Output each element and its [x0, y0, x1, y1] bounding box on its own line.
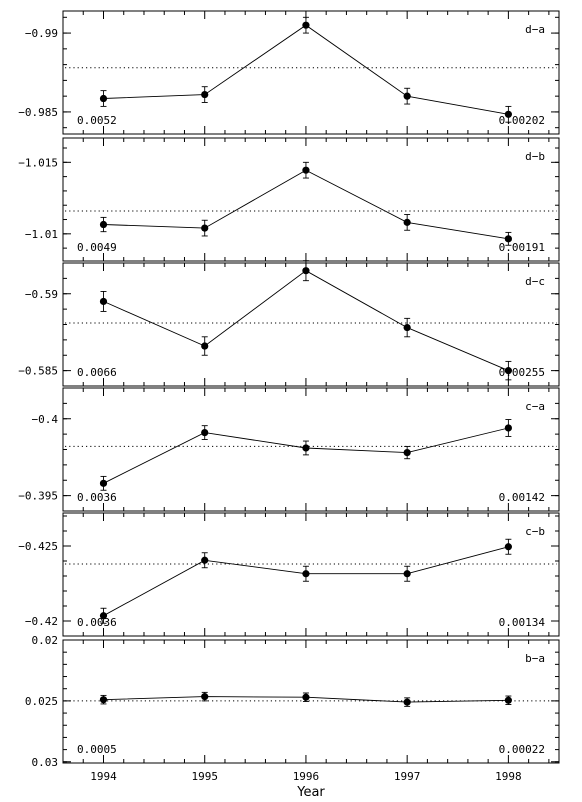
panel-3-ytick-label: −0.59 — [25, 288, 58, 301]
panel-4-data-point — [302, 444, 310, 452]
panel-2-left-note: 0.0049 — [77, 241, 117, 254]
panel-6-right-note: 0.00022 — [499, 743, 545, 756]
panel-3-data-point — [302, 267, 310, 275]
panel-1-data-point — [403, 92, 411, 100]
panel-2-data-point — [302, 166, 310, 174]
panel-3-left-note: 0.0066 — [77, 366, 117, 379]
panel-1-data-point — [302, 21, 310, 29]
panel-6-ytick-label: 0.03 — [32, 756, 59, 769]
panel-5-data-point — [504, 543, 512, 551]
panel-5-ytick-label: −0.425 — [18, 540, 58, 553]
panel-1-data-point — [504, 110, 512, 118]
panel-2-ytick-label: −1.015 — [18, 156, 58, 169]
panel-1-frame — [62, 10, 560, 135]
panel-2-right-note: 0.00191 — [499, 241, 545, 254]
panel-1-data-point — [99, 94, 108, 103]
panel-1-left-note: 0.0052 — [77, 114, 117, 127]
panel-4-data-point — [201, 428, 209, 437]
panel-4-data-point — [99, 479, 108, 487]
panel-5-ytick-label: −0.42 — [25, 615, 58, 628]
panel-2-data-point — [504, 235, 512, 243]
panel-6-label: b−a — [525, 652, 545, 665]
panel-1-label: d−a — [525, 23, 545, 36]
panel-2-data-point — [201, 224, 209, 232]
panel-4-label: c−a — [525, 400, 545, 413]
panel-3-frame — [62, 262, 560, 387]
x-tick-label: 1998 — [495, 770, 522, 783]
panel-1-right-note: 0.00202 — [499, 114, 545, 127]
panel-6-data-point — [403, 698, 411, 706]
panel-5-data-point — [201, 556, 209, 564]
panel-6-left-note: 0.0005 — [77, 743, 117, 756]
x-axis-title: Year — [296, 785, 325, 800]
x-tick-label: 1994 — [90, 770, 117, 783]
panel-2-ytick-label: −1.01 — [25, 228, 58, 241]
panel-5-data-point — [403, 570, 411, 578]
panel-4-series-line — [103, 427, 509, 484]
panel-5-frame — [62, 512, 560, 637]
panel-5-data-point — [302, 570, 310, 578]
panel-1-ytick-label: −0.99 — [25, 27, 58, 40]
panel-6-data-point — [302, 693, 310, 701]
panel-3-ytick-label: −0.585 — [18, 365, 58, 378]
panel-6-ytick-label: 0.02 — [32, 634, 59, 647]
panel-6-data-point — [201, 693, 209, 701]
panel-2-frame — [62, 137, 560, 262]
panel-4-ytick-label: −0.4 — [32, 413, 59, 426]
x-tick-label: 1997 — [394, 770, 421, 783]
panel-6-ytick-label: 0.025 — [25, 695, 58, 708]
panel-3-series-line — [103, 270, 509, 372]
panel-3-data-point — [403, 323, 411, 332]
panel-4-left-note: 0.0036 — [77, 491, 117, 504]
panel-4-data-point — [403, 448, 411, 457]
panel-2-label: d−b — [525, 150, 545, 163]
panel-2-series-line — [103, 169, 509, 240]
panel-3-data-point — [504, 367, 512, 375]
panel-3-right-note: 0.00255 — [499, 366, 545, 379]
panel-1-ytick-label: −0.985 — [18, 106, 58, 119]
panel-5-label: c−b — [525, 525, 545, 538]
panel-1-data-point — [201, 90, 209, 99]
panel-1-series-line — [103, 24, 509, 115]
panel-4-right-note: 0.00142 — [499, 491, 545, 504]
panel-2-data-point — [403, 218, 411, 226]
panel-6-data-point — [504, 696, 512, 704]
panel-6-frame — [62, 639, 560, 764]
panel-4-data-point — [504, 424, 512, 432]
panel-3-data-point — [201, 342, 209, 350]
panel-2-data-point — [99, 220, 108, 229]
panel-4-ytick-label: −0.395 — [18, 490, 58, 503]
panel-6-data-point — [99, 696, 108, 704]
panel-5-data-point — [99, 612, 108, 620]
panel-5-left-note: 0.0036 — [77, 616, 117, 629]
panel-3-label: d−c — [525, 275, 545, 288]
panel-3-data-point — [99, 297, 108, 306]
x-tick-label: 1995 — [191, 770, 218, 783]
panel-4-frame — [62, 387, 560, 512]
panel-5-right-note: 0.00134 — [499, 616, 546, 629]
x-tick-label: 1996 — [293, 770, 320, 783]
